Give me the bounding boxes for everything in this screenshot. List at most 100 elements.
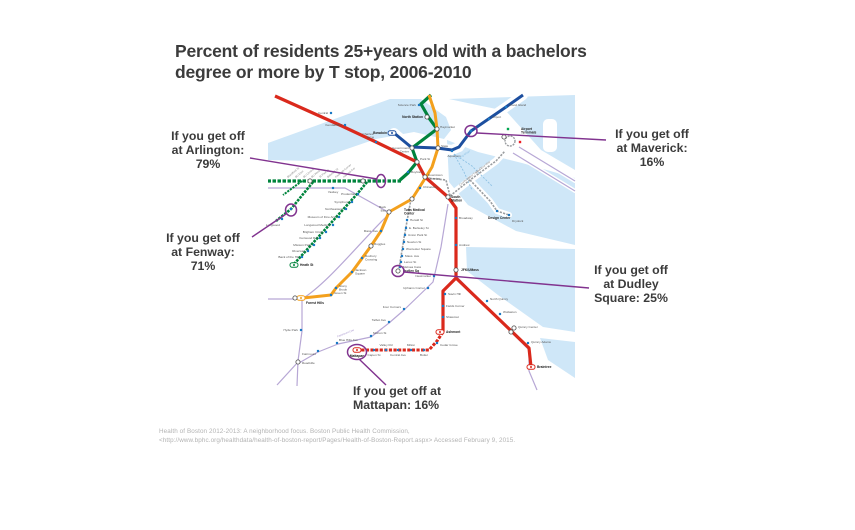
map-line-readville-link <box>276 361 299 386</box>
station-label: Stony Brook <box>339 284 348 291</box>
station-label: Heath St <box>300 263 314 267</box>
station-marker <box>372 348 376 352</box>
station-marker <box>422 348 426 352</box>
station-label: Northeastern <box>325 207 343 211</box>
station-marker <box>402 240 406 244</box>
station-marker <box>441 315 445 319</box>
station-label: Longwood <box>266 223 281 227</box>
station-label: Jackson Square <box>355 268 367 275</box>
station-label: Quincy Adams <box>531 340 551 344</box>
station-label: Design Center <box>488 216 511 220</box>
callout-circle-arlington <box>375 173 387 189</box>
station-marker <box>454 216 458 220</box>
terminal-t-icon <box>293 264 295 266</box>
mode-marker <box>518 140 522 144</box>
station-marker <box>335 341 339 345</box>
station-label: State <box>441 144 449 148</box>
station-label: Milton <box>407 343 416 347</box>
station-marker <box>360 256 364 260</box>
station-marker <box>334 286 338 290</box>
callout-circle-mattapan <box>346 343 368 361</box>
callout-line-arlington <box>249 157 378 180</box>
transfer-station-marker <box>409 145 415 151</box>
station-label: Babcock St <box>326 167 339 179</box>
station-label: Mission Park <box>293 243 311 247</box>
station-label: BU East <box>294 169 304 179</box>
transfer-station-marker <box>445 194 451 200</box>
station-label: Braintree <box>537 365 552 369</box>
station-label: Dudley Sq <box>403 269 419 273</box>
water-area <box>447 140 575 245</box>
terminal-t-icon <box>300 297 302 299</box>
station-marker <box>443 292 447 296</box>
source-citation: Health of Boston 2012-2013: A neighborho… <box>159 428 516 445</box>
transfer-station-marker <box>409 196 415 202</box>
station-marker <box>454 243 458 247</box>
station-marker <box>329 111 333 115</box>
station-marker <box>401 247 405 251</box>
station-label: Fields Corner <box>446 304 465 308</box>
airport-shuttle-loop <box>504 135 516 147</box>
station-marker <box>398 265 402 269</box>
station-marker <box>485 299 489 303</box>
station-marker <box>405 218 409 222</box>
station-label: Savin Hill <box>448 292 461 296</box>
station-label: Fairmount Line <box>337 328 356 339</box>
station-marker <box>504 105 508 109</box>
station-marker <box>329 293 333 297</box>
station-label: Blue Hills Ave <box>339 338 358 342</box>
callout-line-fenway <box>251 213 287 238</box>
water-area <box>466 247 575 332</box>
station-label: Uphams Corner <box>403 286 425 290</box>
map-line-blue-line <box>393 93 524 152</box>
station-label: Boylston <box>411 170 423 174</box>
station-marker <box>387 320 391 324</box>
station-label: Symphony <box>334 200 349 204</box>
map-line-ferry-1 <box>453 153 493 187</box>
station-marker <box>418 186 422 190</box>
callout-circle-dudley <box>391 264 405 278</box>
transit-map: Central Kendall/MIT Charles/MGH Park St Down… <box>249 90 607 393</box>
station-marker <box>450 149 454 153</box>
station-marker <box>331 223 335 227</box>
transfer-station-marker <box>424 114 430 120</box>
transfer-station-marker <box>434 126 440 132</box>
terminal-t-icon <box>356 349 358 351</box>
station-label: Four Corners <box>383 305 402 309</box>
callout-text-mattapan: If you get off at Mattapan: 16% <box>353 384 442 413</box>
station-label: Roxbury Crossing <box>365 254 377 261</box>
station-label: Mattapan <box>350 354 364 358</box>
station-marker <box>399 260 403 264</box>
transfer-station-marker <box>368 243 374 249</box>
station-label: Mass. Ave <box>364 229 378 233</box>
callout-text-arlington: If you get off at Arlington: 79% <box>171 129 245 172</box>
station-label: Wood Island <box>509 103 526 107</box>
station-label: Longwood Medical <box>304 223 330 227</box>
station-marker <box>507 213 511 217</box>
station-label: Haymarket <box>440 125 455 129</box>
station-label: Capen St <box>368 353 381 357</box>
transfer-station-marker <box>307 178 313 184</box>
station-marker <box>316 349 320 353</box>
water-area <box>268 99 451 161</box>
station-label: Chinatown <box>423 185 438 189</box>
map-line-mattapan-trolley <box>361 331 445 352</box>
station-label: Newmarket <box>415 274 431 278</box>
station-marker <box>404 226 408 230</box>
transfer-station-marker <box>395 268 401 274</box>
station-marker <box>498 312 502 316</box>
transfer-station-marker <box>453 267 459 273</box>
station-label: Drydock <box>512 219 524 223</box>
callout-text-dudley: If you get off at Dudley Square: 25% <box>594 263 668 306</box>
station-label: Charles/MGH <box>362 132 374 139</box>
station-marker <box>526 341 530 345</box>
station-label: Central <box>318 111 328 115</box>
station-marker <box>396 348 400 352</box>
map-line-providence-line <box>296 213 390 387</box>
mode-marker <box>506 127 510 131</box>
station-marker <box>289 207 293 211</box>
map-line-silver-waterfront <box>425 177 451 197</box>
station-label: Museum of Fine Arts <box>308 215 337 219</box>
station-label: Back of the Hill <box>278 255 299 259</box>
station-label: Riverway <box>292 249 305 253</box>
